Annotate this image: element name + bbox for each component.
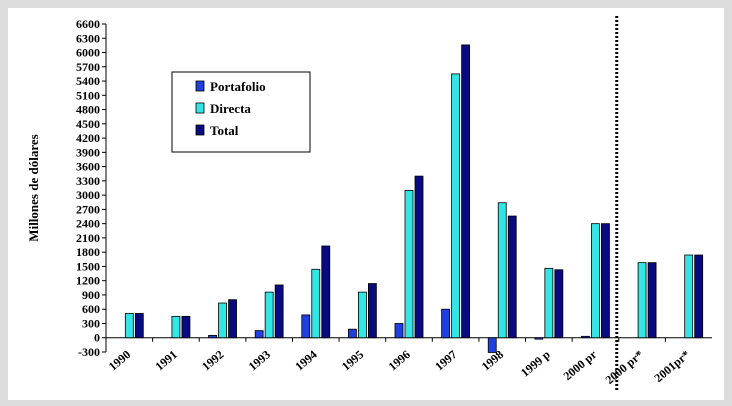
bar-directa-2000-pr: [591, 223, 600, 339]
y-tick-label: 1500: [76, 259, 100, 273]
legend-swatch-portafolio: [195, 80, 205, 92]
legend-label-portafolio: Portafolio: [210, 79, 266, 94]
y-tick-label: 0: [94, 331, 100, 345]
bar-directa-1992: [218, 302, 227, 339]
y-tick-label: 4200: [76, 131, 100, 145]
y-axis-label: Millones de dólares: [26, 134, 41, 241]
bar-total-1996: [414, 175, 424, 339]
bar-directa-1995: [357, 291, 367, 339]
y-tick-label: 5100: [76, 88, 100, 102]
y-tick-label: 6600: [76, 17, 100, 31]
y-tick-label: 2700: [76, 202, 100, 216]
legend: Portafolio Directa Total: [171, 71, 311, 153]
bar-total-1992: [228, 299, 237, 339]
bar-portafolio-1997: [441, 308, 451, 339]
y-tick-label: 6000: [76, 46, 100, 60]
bar-portafolio-1992: [208, 334, 217, 339]
bar-total-1993: [274, 284, 284, 339]
y-tick-label: 5700: [76, 60, 100, 74]
bar-portafolio-1993: [254, 330, 264, 339]
bar-directa-2001prstar: [684, 254, 694, 339]
legend-swatch-total: [195, 124, 205, 136]
bar-total-1997: [461, 44, 471, 339]
y-tick-label: 900: [82, 288, 100, 302]
bar-total-2000-prstar: [647, 262, 657, 339]
bar-portafolio-1998: [487, 337, 497, 353]
bar-directa-1993: [264, 291, 274, 339]
bar-portafolio-1999-p: [534, 337, 544, 340]
y-tick-labels: -300030060090012001500180021002400270030…: [76, 17, 100, 359]
y-tick-label: 2400: [76, 217, 100, 231]
y-tick-label: 600: [82, 302, 100, 316]
bar-portafolio-1995: [347, 328, 357, 339]
bars: [124, 44, 704, 353]
y-tick-label: 5400: [76, 74, 100, 88]
bar-total-2001prstar: [694, 254, 704, 339]
bar-directa-1990: [124, 313, 134, 339]
legend-swatch-directa: [195, 102, 205, 114]
y-tick-label: 1200: [76, 274, 100, 288]
y-tick-label: 3000: [76, 188, 100, 202]
bar-total-1990: [134, 313, 144, 339]
bar-total-1991: [181, 315, 191, 339]
bar-directa-2000-prstar: [637, 262, 647, 339]
y-tick-label: 3600: [76, 160, 100, 174]
bar-total-1994: [321, 245, 331, 339]
y-tick-label: 6300: [76, 31, 100, 45]
y-tick-label: 4800: [76, 103, 100, 117]
y-tick-label: 1800: [76, 245, 100, 259]
legend-label-total: Total: [210, 123, 239, 138]
bar-portafolio-1994: [301, 314, 311, 339]
bar-directa-1996: [404, 189, 414, 339]
y-tick-label: 300: [82, 316, 100, 330]
bar-portafolio-2000-pr: [581, 335, 590, 339]
bar-directa-1999-p: [544, 267, 554, 339]
bar-total-1999-p: [554, 269, 564, 339]
bar-portafolio-1996: [394, 323, 404, 339]
legend-box: [171, 71, 311, 153]
legend-label-directa: Directa: [210, 101, 251, 116]
bar-directa-1997: [451, 73, 461, 339]
y-tick-label: -300: [78, 345, 100, 359]
bar-total-1998: [507, 215, 517, 339]
y-tick-label: 4500: [76, 117, 100, 131]
bar-directa-1994: [311, 268, 321, 339]
bar-total-2000-pr: [601, 223, 610, 339]
bar-directa-1998: [497, 202, 507, 339]
bar-total-1995: [367, 283, 377, 339]
y-tick-label: 3300: [76, 174, 100, 188]
bar-directa-1991: [171, 315, 181, 339]
y-tick-label: 2100: [76, 231, 100, 245]
y-tick-label: 3900: [76, 145, 100, 159]
